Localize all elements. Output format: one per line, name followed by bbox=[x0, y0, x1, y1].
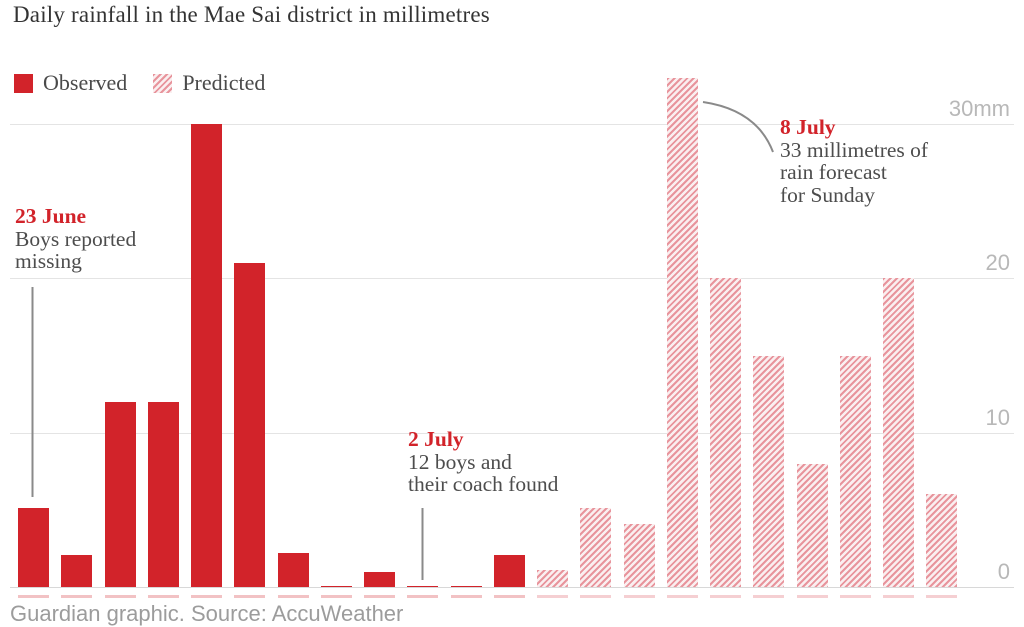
gridline-20 bbox=[10, 278, 1014, 279]
baseline-stub-3-july bbox=[451, 595, 482, 598]
baseline-stub-25-june bbox=[105, 595, 136, 598]
bar-4-july bbox=[494, 554, 525, 587]
annotation-2-july-date: 2 July bbox=[408, 427, 464, 451]
baseline-stub-26-june bbox=[148, 595, 179, 598]
bar-12-july bbox=[840, 355, 871, 587]
bar-10-july bbox=[753, 355, 784, 587]
baseline-stub-6-july bbox=[580, 595, 611, 598]
legend-item-observed: Observed bbox=[14, 70, 127, 96]
annotation-8-july-line3: for Sunday bbox=[780, 182, 875, 207]
leader-curve-8-july bbox=[702, 101, 774, 153]
baseline-stub-7-july bbox=[624, 595, 655, 598]
gridline-30 bbox=[10, 124, 1014, 125]
chart-title: Daily rainfall in the Mae Sai district i… bbox=[13, 2, 490, 27]
baseline-stub-5-july bbox=[537, 595, 568, 598]
bar-14-july bbox=[926, 494, 957, 587]
bar-11-july bbox=[797, 463, 828, 587]
annotation-23-june: 23 June Boys reported missing bbox=[15, 205, 136, 273]
baseline-stub-30-june bbox=[321, 595, 352, 598]
ytick-label-30: 30mm bbox=[948, 96, 1010, 121]
ytick-label-0: 0 bbox=[997, 559, 1010, 584]
annotation-8-july-line2: rain forecast bbox=[780, 160, 887, 184]
legend: Observed Predicted bbox=[14, 70, 265, 96]
annotation-2-july-line2: their coach found bbox=[408, 472, 559, 496]
bar-1-july bbox=[364, 571, 395, 587]
baseline-stub-10-july bbox=[753, 595, 784, 598]
annotation-23-june-date: 23 June bbox=[15, 204, 87, 228]
bar-24-june bbox=[61, 554, 92, 587]
predicted-swatch-icon bbox=[153, 73, 173, 93]
bar-29-june bbox=[278, 553, 309, 587]
bar-5-july bbox=[537, 570, 568, 587]
annotation-23-june-line1: Boys reported bbox=[15, 226, 137, 251]
baseline-stub-29-june bbox=[278, 595, 309, 598]
annotation-23-june-line2: missing bbox=[15, 249, 82, 273]
baseline-stub-28-june bbox=[234, 595, 265, 598]
observed-swatch-icon bbox=[14, 73, 33, 93]
bar-2-july bbox=[407, 585, 438, 587]
baseline-stub-4-july bbox=[494, 595, 525, 598]
bar-6-july bbox=[580, 508, 611, 587]
ytick-label-20: 20 bbox=[985, 250, 1010, 275]
baseline-stub-13-july bbox=[883, 595, 914, 598]
baseline-stub-14-july bbox=[926, 595, 957, 598]
bar-28-june bbox=[234, 262, 265, 587]
ytick-label-10: 10 bbox=[985, 405, 1010, 430]
bar-27-june bbox=[191, 124, 222, 587]
legend-item-predicted: Predicted bbox=[153, 70, 265, 96]
legend-label-observed: Observed bbox=[43, 70, 128, 95]
bar-30-june bbox=[321, 585, 352, 587]
baseline-stub-8-july bbox=[667, 595, 698, 598]
baseline-stub-27-june bbox=[191, 595, 222, 598]
baseline-stub-23-june bbox=[18, 595, 49, 598]
annotation-8-july: 8 July 33 millimetres of rain forecast f… bbox=[780, 116, 928, 206]
bar-26-june bbox=[148, 401, 179, 587]
bar-25-june bbox=[105, 401, 136, 587]
baseline-stub-11-july bbox=[797, 595, 828, 598]
gridline-10 bbox=[10, 433, 1014, 434]
bar-23-june bbox=[18, 508, 49, 587]
bar-7-july bbox=[624, 523, 655, 587]
bar-8-july bbox=[667, 77, 698, 587]
annotation-8-july-line1: 33 millimetres of bbox=[780, 137, 929, 162]
baseline-stub-24-june bbox=[61, 595, 92, 598]
legend-label-predicted: Predicted bbox=[182, 70, 266, 95]
bar-3-july bbox=[451, 585, 482, 587]
annotation-8-july-date: 8 July bbox=[780, 115, 836, 139]
baseline-stub-1-july bbox=[364, 595, 395, 598]
gridline-0 bbox=[10, 587, 1014, 588]
baseline-stub-12-july bbox=[840, 595, 871, 598]
baseline-stub-9-july bbox=[710, 595, 741, 598]
source-credit: Guardian graphic. Source: AccuWeather bbox=[10, 601, 404, 626]
bar-9-july bbox=[710, 278, 741, 587]
annotation-2-july-line1: 12 boys and bbox=[408, 449, 512, 474]
baseline-stub-2-july bbox=[407, 595, 438, 598]
annotation-2-july: 2 July 12 boys and their coach found bbox=[408, 428, 558, 496]
bar-13-july bbox=[883, 278, 914, 587]
